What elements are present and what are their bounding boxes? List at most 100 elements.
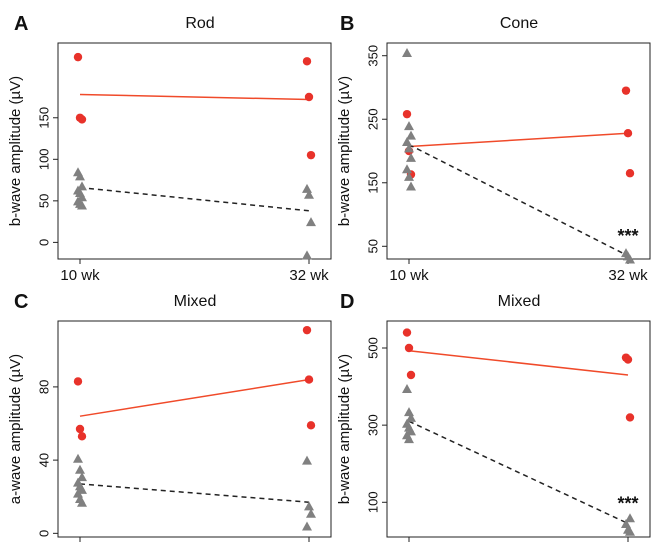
red-fit-line [79, 93, 310, 101]
gray-data-point [404, 121, 414, 131]
significance-annotation: *** [617, 226, 638, 246]
gray-data-point [402, 384, 412, 393]
gray-fit-line [408, 143, 629, 257]
red-data-point [621, 86, 631, 95]
gray-data-point [406, 152, 416, 162]
plot-frame [386, 320, 651, 538]
panel-title: Mixed [174, 293, 217, 310]
gray-data-point [302, 250, 312, 260]
x-tick-label: 32 wk [608, 267, 648, 284]
red-data-point [623, 129, 633, 138]
plot-frame [57, 42, 332, 260]
gray-data-point [402, 48, 412, 58]
gray-data-point [406, 181, 416, 191]
y-tick-label: 350 [366, 45, 381, 67]
gray-data-point [304, 501, 314, 511]
gray-data-point [625, 254, 635, 264]
gray-data-point [77, 497, 87, 507]
y-axis-label: a-wave amplitude (µV) [7, 354, 24, 504]
gray-data-point [77, 181, 87, 191]
x-tick-label: 10 wk [60, 267, 100, 284]
gray-data-point [304, 189, 314, 199]
red-data-point [73, 52, 83, 62]
red-data-point [625, 413, 635, 422]
y-axis-label: b-wave amplitude (µV) [336, 354, 353, 504]
y-tick-label: 0 [37, 530, 52, 537]
plot-frame [57, 320, 332, 538]
red-data-point [402, 328, 412, 337]
gray-data-point [404, 171, 414, 181]
x-tick-label: 10 wk [389, 267, 429, 284]
gray-fit-line [79, 186, 310, 212]
red-data-point [306, 421, 316, 430]
panel-title: Mixed [498, 293, 541, 310]
red-data-point [304, 92, 314, 102]
y-axis-label: b-wave amplitude (µV) [336, 76, 353, 226]
panel-b: B Cone b-wave amplitude (µV) 50 150 250 350 10 … [336, 13, 651, 284]
y-tick-label: 250 [366, 108, 381, 130]
y-tick-label: 100 [37, 148, 52, 170]
gray-data-point [77, 472, 87, 482]
panel-letter: B [340, 13, 354, 35]
gray-data-point [406, 130, 416, 140]
y-tick-label: 40 [37, 453, 52, 467]
y-tick-label: 100 [366, 491, 381, 513]
red-data-point [406, 370, 416, 380]
y-tick-label: 150 [366, 172, 381, 194]
red-data-point [404, 343, 414, 353]
x-tick-label: 32 wk [289, 267, 329, 284]
panel-a: A Rod b-wave amplitude (µV) 0 50 100 150 10 wk 3… [7, 13, 332, 284]
significance-annotation: *** [617, 494, 638, 514]
gray-fit-line [408, 420, 629, 525]
red-data-point [306, 150, 316, 160]
gray-data-point [406, 412, 416, 422]
panel-letter: C [14, 291, 28, 313]
gray-data-point [73, 453, 83, 463]
gray-data-point [302, 183, 312, 193]
y-tick-label: 80 [37, 380, 52, 394]
red-fit-line [79, 378, 310, 417]
red-data-point [73, 377, 83, 386]
gray-data-point [625, 526, 635, 536]
red-fit-line [408, 132, 629, 148]
y-tick-label: 50 [366, 239, 381, 253]
gray-data-point [77, 200, 87, 210]
panel-letter: D [340, 291, 354, 313]
gray-data-point [404, 434, 414, 444]
panel-title: Cone [500, 15, 538, 32]
gray-data-point [306, 508, 316, 518]
plot-frame [386, 42, 651, 260]
gray-data-point [306, 217, 316, 227]
panel-title: Rod [185, 15, 214, 32]
gray-fit-line [79, 483, 310, 503]
gray-data-point [404, 407, 414, 417]
red-data-point [623, 355, 633, 364]
gray-data-point [302, 455, 312, 465]
red-fit-line [408, 349, 629, 376]
gray-data-point [75, 171, 85, 181]
gray-data-point [402, 136, 412, 146]
panel-letter: A [14, 13, 28, 35]
gray-data-point [302, 521, 312, 531]
y-axis-label: b-wave amplitude (µV) [7, 76, 24, 226]
gray-data-point [402, 164, 412, 174]
red-data-point [302, 325, 312, 335]
y-tick-label: 300 [366, 414, 381, 436]
red-data-point [77, 115, 87, 124]
y-tick-label: 50 [37, 194, 52, 208]
red-data-point [75, 424, 85, 434]
red-data-point [77, 432, 87, 441]
gray-data-point [75, 464, 85, 474]
y-tick-label: 500 [366, 337, 381, 359]
gray-data-point [77, 192, 87, 202]
red-data-point [302, 57, 312, 66]
red-data-point [402, 109, 412, 119]
y-tick-label: 0 [37, 239, 52, 246]
gray-data-point [625, 513, 635, 523]
red-data-point [625, 169, 635, 178]
gray-data-point [404, 143, 414, 153]
red-data-point [304, 375, 314, 384]
